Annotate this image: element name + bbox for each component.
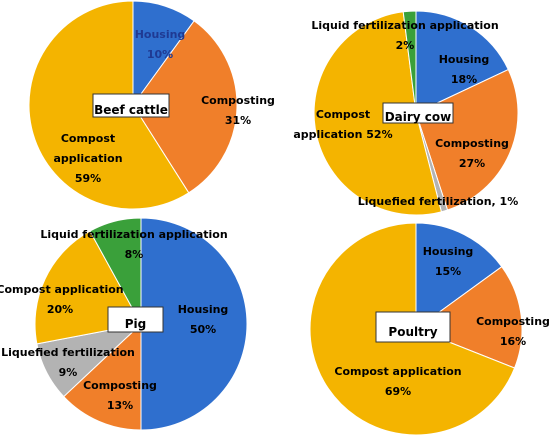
slice-label-line: application 52%: [293, 128, 392, 141]
slice-label-line: Housing: [439, 53, 490, 66]
slice-label-line: Housing: [135, 28, 186, 41]
slice-label-line: 18%: [451, 73, 477, 86]
slice-label-line: 20%: [47, 303, 73, 316]
slice-label-line: Compost: [61, 132, 115, 145]
chart-title-box: [92, 93, 170, 118]
slice-label-line: application: [53, 152, 122, 165]
slice-label-liquid-fertilization-application: Liquid fertilization application 8%: [40, 228, 227, 261]
chart-title: Dairy cow: [385, 110, 452, 124]
slice-label-compost-application: Compost application 69%: [334, 365, 461, 398]
slice-label-housing: Housing 15%: [423, 245, 474, 278]
slice-label-line: 27%: [459, 157, 485, 170]
slice-label-liquefied-fertilization: Liquefied fertilization, 1%: [358, 195, 518, 208]
pie-slice-housing: [415, 10, 509, 114]
slice-label-line: Liquid fertilization application: [311, 19, 498, 32]
slice-label-line: Liquefied fertilization: [1, 346, 135, 359]
slice-label-line: Compost: [316, 108, 370, 121]
slice-label-liquid-fertilization-application: Liquid fertilization application 2%: [311, 19, 498, 52]
slice-label-line: Compost application: [0, 283, 124, 296]
slice-label-line: Liquid fertilization application: [40, 228, 227, 241]
slice-label-line: Compost application: [334, 365, 461, 378]
slice-label-housing: Housing 18%: [439, 53, 490, 86]
chart-title: Beef cattle: [94, 103, 168, 117]
pie-slice-liquid-fertilization-application: [402, 10, 417, 114]
slice-label-line: 69%: [385, 385, 411, 398]
slice-label-line: 59%: [75, 172, 101, 185]
slice-label-compost-application: Compost application 52%: [293, 108, 392, 141]
pie-slice-liquid-fertilization-application: [89, 217, 142, 325]
pie-slice-housing: [415, 222, 503, 330]
slice-label-line: Composting: [435, 137, 509, 150]
slice-label-line: 9%: [59, 366, 78, 379]
slice-label-housing: Housing 50%: [178, 303, 229, 336]
slice-label-line: 15%: [435, 265, 461, 278]
slice-label-line: 10%: [147, 48, 173, 61]
pie-slice-composting: [414, 265, 523, 369]
chart-title-box: [107, 306, 164, 333]
slice-label-line: 16%: [500, 335, 526, 348]
slice-label-line: Housing: [423, 245, 474, 258]
slice-label-composting: Composting 31%: [201, 94, 275, 127]
pie-chart-dairy-cow: Housing 18% Composting 27% Liquefied fertili…: [293, 10, 519, 216]
slice-label-compost-application: Compost application 59%: [53, 132, 122, 185]
chart-title: Poultry: [388, 325, 437, 339]
slice-label-compost-application: Compost application 20%: [0, 283, 124, 316]
slice-label-line: 13%: [107, 399, 133, 412]
pie-chart-beef-cattle: Housing 10% Composting 31% Compost applicatio…: [28, 0, 275, 210]
pie-chart-pig: Housing 50% Composting 13% Liquefied fertili…: [0, 217, 248, 431]
chart-title-box: [382, 102, 454, 124]
slice-label-composting: Composting 27%: [435, 137, 509, 170]
slice-label-line: Composting: [83, 379, 157, 392]
slice-label-line: Composting: [201, 94, 275, 107]
slice-label-line: Composting: [476, 315, 550, 328]
slice-label-line: Liquefied fertilization, 1%: [358, 195, 518, 208]
slice-label-line: 2%: [396, 39, 415, 52]
slice-label-line: 50%: [190, 323, 216, 336]
pie-chart-poultry: Housing 15% Composting 16% Compost applicati…: [309, 222, 550, 436]
slice-label-liquefied-fertilization: Liquefied fertilization 9%: [1, 346, 135, 379]
slice-label-housing: Housing 10%: [135, 28, 186, 61]
slice-label-line: Housing: [178, 303, 229, 316]
slice-label-composting: Composting 13%: [83, 379, 157, 412]
pie-slice-composting: [132, 20, 238, 194]
pie-slice-composting: [63, 322, 142, 431]
slice-label-composting: Composting 16%: [476, 315, 550, 348]
slice-label-line: 8%: [125, 248, 144, 261]
pie-slice-housing: [140, 217, 248, 431]
slice-label-line: 31%: [225, 114, 251, 127]
chart-title-box: [375, 311, 451, 343]
chart-title: Pig: [125, 317, 147, 331]
